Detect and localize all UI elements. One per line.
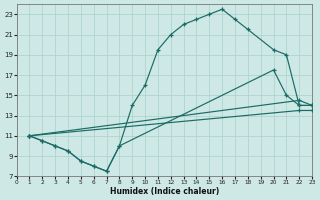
X-axis label: Humidex (Indice chaleur): Humidex (Indice chaleur) [110, 187, 219, 196]
